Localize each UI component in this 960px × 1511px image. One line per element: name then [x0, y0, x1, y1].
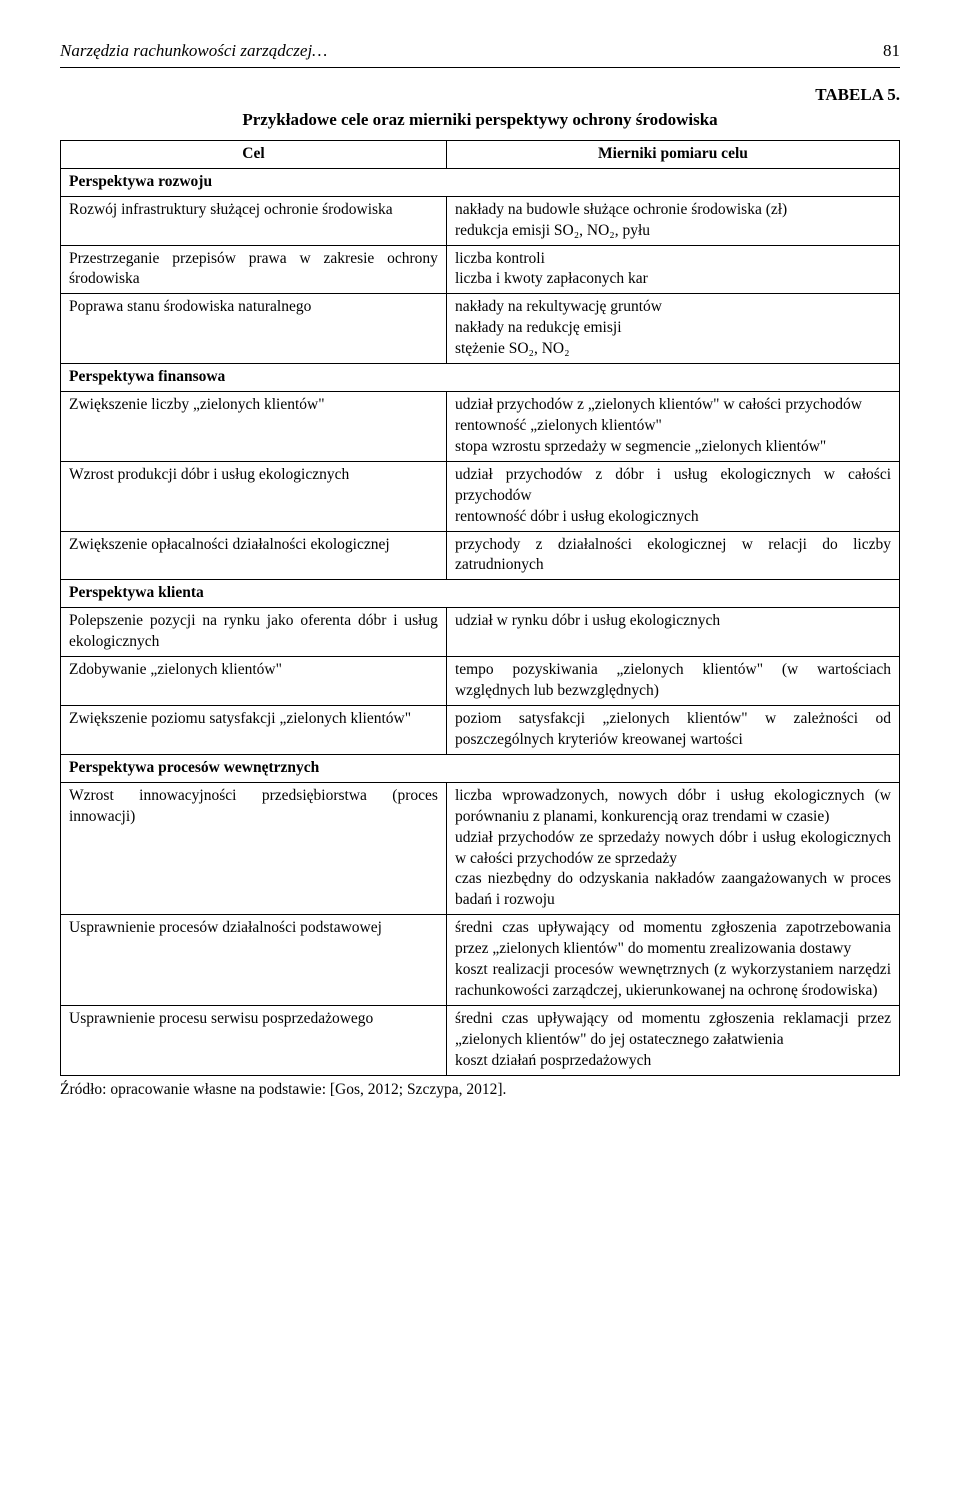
source-text: Źródło: opracowanie własne na podstawie:… [60, 1080, 900, 1101]
table-title: Przykładowe cele oraz mierniki perspekty… [60, 109, 900, 132]
table-cell-cel: Wzrost innowacyjności przedsiębiorstwa (… [61, 782, 447, 915]
column-header-mierniki: Mierniki pomiaru celu [446, 140, 899, 168]
table-cell-cel: Rozwój infrastruktury służącej ochronie … [61, 196, 447, 245]
table-cell-cel: Zwiększenie poziomu satysfakcji „zielony… [61, 706, 447, 755]
table-cell-cel: Zwiększenie liczby „zielonych klientów" [61, 392, 447, 462]
section-header: Perspektywa klienta [61, 580, 900, 608]
table-cell-cel: Poprawa stanu środowiska naturalnego [61, 294, 447, 364]
table-cell-mierniki: tempo pozyskiwania „zielonych klientów" … [446, 657, 899, 706]
table-cell-mierniki: udział przychodów z dóbr i usług ekologi… [446, 461, 899, 531]
section-header: Perspektywa procesów wewnętrznych [61, 754, 900, 782]
table-cell-cel: Usprawnienie procesu serwisu posprzedażo… [61, 1006, 447, 1076]
table-cell-cel: Zwiększenie opłacalności działalności ek… [61, 531, 447, 580]
table-cell-mierniki: nakłady na rekultywację gruntównakłady n… [446, 294, 899, 364]
table-cell-cel: Wzrost produkcji dóbr i usług ekologiczn… [61, 461, 447, 531]
tabela-label: TABELA 5. [60, 84, 900, 107]
table-cell-mierniki: przychody z działalności ekologicznej w … [446, 531, 899, 580]
table-cell-mierniki: poziom satysfakcji „zielonych klientów" … [446, 706, 899, 755]
column-header-cel: Cel [61, 140, 447, 168]
table-cell-mierniki: nakłady na budowle służące ochronie środ… [446, 196, 899, 245]
table-cell-mierniki: liczba wprowadzonych, nowych dóbr i usłu… [446, 782, 899, 915]
table-cell-mierniki: liczba kontroliliczba i kwoty zapłaconyc… [446, 245, 899, 294]
header-page: 81 [883, 40, 900, 63]
table-cell-mierniki: średni czas upływający od momentu zgłosz… [446, 915, 899, 1006]
header-title: Narzędzia rachunkowości zarządczej… [60, 40, 327, 63]
table-cell-cel: Zdobywanie „zielonych klientów" [61, 657, 447, 706]
table-cell-cel: Usprawnienie procesów działalności podst… [61, 915, 447, 1006]
table-cell-mierniki: udział przychodów z „zielonych klientów"… [446, 392, 899, 462]
page-header: Narzędzia rachunkowości zarządczej… 81 [60, 40, 900, 68]
table-cell-cel: Polepszenie pozycji na rynku jako oferen… [61, 608, 447, 657]
table-cell-mierniki: udział w rynku dóbr i usług ekologicznyc… [446, 608, 899, 657]
section-header: Perspektywa finansowa [61, 364, 900, 392]
table-cell-mierniki: średni czas upływający od momentu zgłosz… [446, 1006, 899, 1076]
section-header: Perspektywa rozwoju [61, 168, 900, 196]
main-table: CelMierniki pomiaru celuPerspektywa rozw… [60, 140, 900, 1076]
table-cell-cel: Przestrzeganie przepisów prawa w zakresi… [61, 245, 447, 294]
